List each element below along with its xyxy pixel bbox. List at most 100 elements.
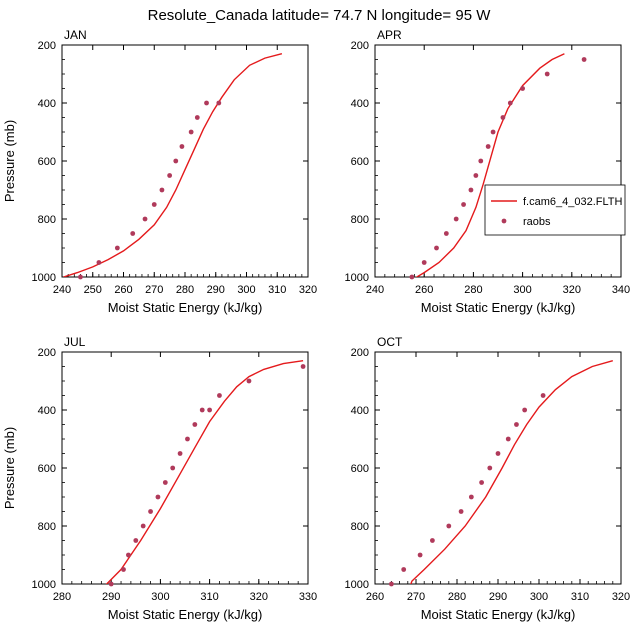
x-tick-label: 240 — [53, 284, 71, 296]
plot-frame — [374, 44, 622, 278]
obs-point — [96, 260, 102, 265]
obs-point — [194, 115, 200, 120]
y-tick-label: 200 — [351, 347, 369, 359]
obs-point — [121, 567, 126, 572]
obs-point — [453, 216, 459, 222]
y-tick-label: 1000 — [345, 272, 369, 284]
obs-point — [479, 480, 484, 485]
x-tick-label: 310 — [571, 591, 589, 603]
y-axis-label: Pressure (mb) — [2, 120, 17, 202]
obs-point — [108, 581, 114, 587]
x-tick-label: 300 — [237, 284, 255, 296]
obs-point — [192, 422, 198, 427]
plot-frame — [61, 351, 309, 585]
obs-point — [478, 158, 484, 164]
y-tick-label: 400 — [38, 98, 56, 110]
obs-point — [544, 71, 550, 77]
panel-oct: 260 270 280 290 300 310 320 200 400 600 800 1000 OCT… — [345, 335, 631, 622]
y-axis-label: Pressure (mb) — [2, 427, 17, 509]
obs-point — [78, 274, 83, 280]
x-tick-label: 260 — [415, 284, 433, 296]
model-line — [415, 53, 565, 277]
obs-point — [246, 378, 252, 384]
x-axis-label: Moist Static Energy (kJ/kg) — [108, 300, 263, 315]
x-tick-label: 270 — [407, 591, 425, 603]
x-tick-label: 280 — [53, 591, 71, 603]
panel-jan: 240 250 260 270 280 290 300 310 320 200 400 600 800 1… — [2, 28, 317, 315]
obs-point — [173, 158, 179, 164]
x-tick-label: 260 — [114, 284, 132, 296]
legend-obs-label: raobs — [523, 216, 551, 228]
x-tick-label: 300 — [151, 591, 169, 603]
y-tick-label: 400 — [38, 405, 56, 417]
y-tick-label: 400 — [351, 405, 369, 417]
obs-point — [151, 202, 157, 207]
y-tick-label: 800 — [351, 214, 369, 226]
y-tick-label: 200 — [38, 40, 56, 52]
model-line — [63, 53, 283, 277]
obs-point — [540, 393, 546, 398]
obs-point — [188, 129, 194, 135]
obs-point — [155, 494, 161, 500]
obs-point — [581, 57, 587, 62]
obs-point — [216, 100, 222, 106]
y-tick-label: 600 — [38, 463, 56, 475]
obs-point — [522, 407, 528, 413]
x-tick-label: 280 — [176, 284, 194, 296]
obs-point — [458, 509, 464, 514]
obs-point — [487, 465, 493, 471]
obs-point — [495, 451, 501, 456]
obs-point — [500, 115, 506, 120]
obs-point — [401, 567, 407, 572]
obs-point — [421, 260, 427, 265]
panel-title: JUL — [64, 335, 86, 349]
obs-point — [505, 436, 511, 442]
obs-point — [159, 187, 165, 193]
panel-title: APR — [377, 28, 402, 42]
y-tick-label: 200 — [38, 347, 56, 359]
y-tick-label: 400 — [351, 98, 369, 110]
obs-point — [140, 523, 146, 529]
x-tick-label: 280 — [448, 591, 466, 603]
x-tick-label: 290 — [489, 591, 507, 603]
obs-point — [389, 581, 394, 587]
x-tick-label: 310 — [200, 591, 218, 603]
obs-point — [133, 538, 139, 543]
x-tick-label: 300 — [513, 284, 531, 296]
y-tick-label: 1000 — [32, 579, 56, 591]
obs-point — [217, 393, 222, 398]
x-axis-label: Moist Static Energy (kJ/kg) — [421, 607, 576, 622]
panel-title: OCT — [377, 335, 403, 349]
obs-point — [507, 100, 513, 106]
x-tick-label: 240 — [366, 284, 384, 296]
x-tick-label: 270 — [145, 284, 163, 296]
obs-point — [485, 144, 491, 149]
obs-point — [461, 202, 466, 207]
obs-point — [430, 538, 435, 543]
x-tick-label: 330 — [299, 591, 317, 603]
obs-point — [199, 407, 205, 413]
panel-apr: 240 260 280 300 320 340 200 400 600 800 1000 APR Moi… — [345, 28, 631, 315]
obs-point — [473, 173, 479, 178]
x-tick-label: 320 — [612, 591, 630, 603]
obs-point — [185, 436, 190, 442]
figure-title: Resolute_Canada latitude= 74.7 N longitu… — [148, 7, 492, 24]
model-line — [105, 360, 304, 584]
y-tick-label: 200 — [351, 40, 369, 52]
obs-point — [468, 187, 474, 193]
obs-point — [177, 451, 183, 456]
y-tick-label: 600 — [38, 156, 56, 168]
x-tick-label: 280 — [464, 284, 482, 296]
obs-point — [207, 407, 213, 413]
panel-title: JAN — [64, 28, 87, 42]
y-tick-label: 600 — [351, 156, 369, 168]
x-tick-label: 260 — [366, 591, 384, 603]
obs-point — [300, 364, 306, 369]
obs-point — [514, 422, 519, 427]
plot-frame — [374, 351, 622, 585]
y-tick-label: 800 — [351, 521, 369, 533]
obs-point — [114, 245, 120, 251]
obs-point — [204, 100, 209, 106]
obs-point — [162, 480, 168, 485]
